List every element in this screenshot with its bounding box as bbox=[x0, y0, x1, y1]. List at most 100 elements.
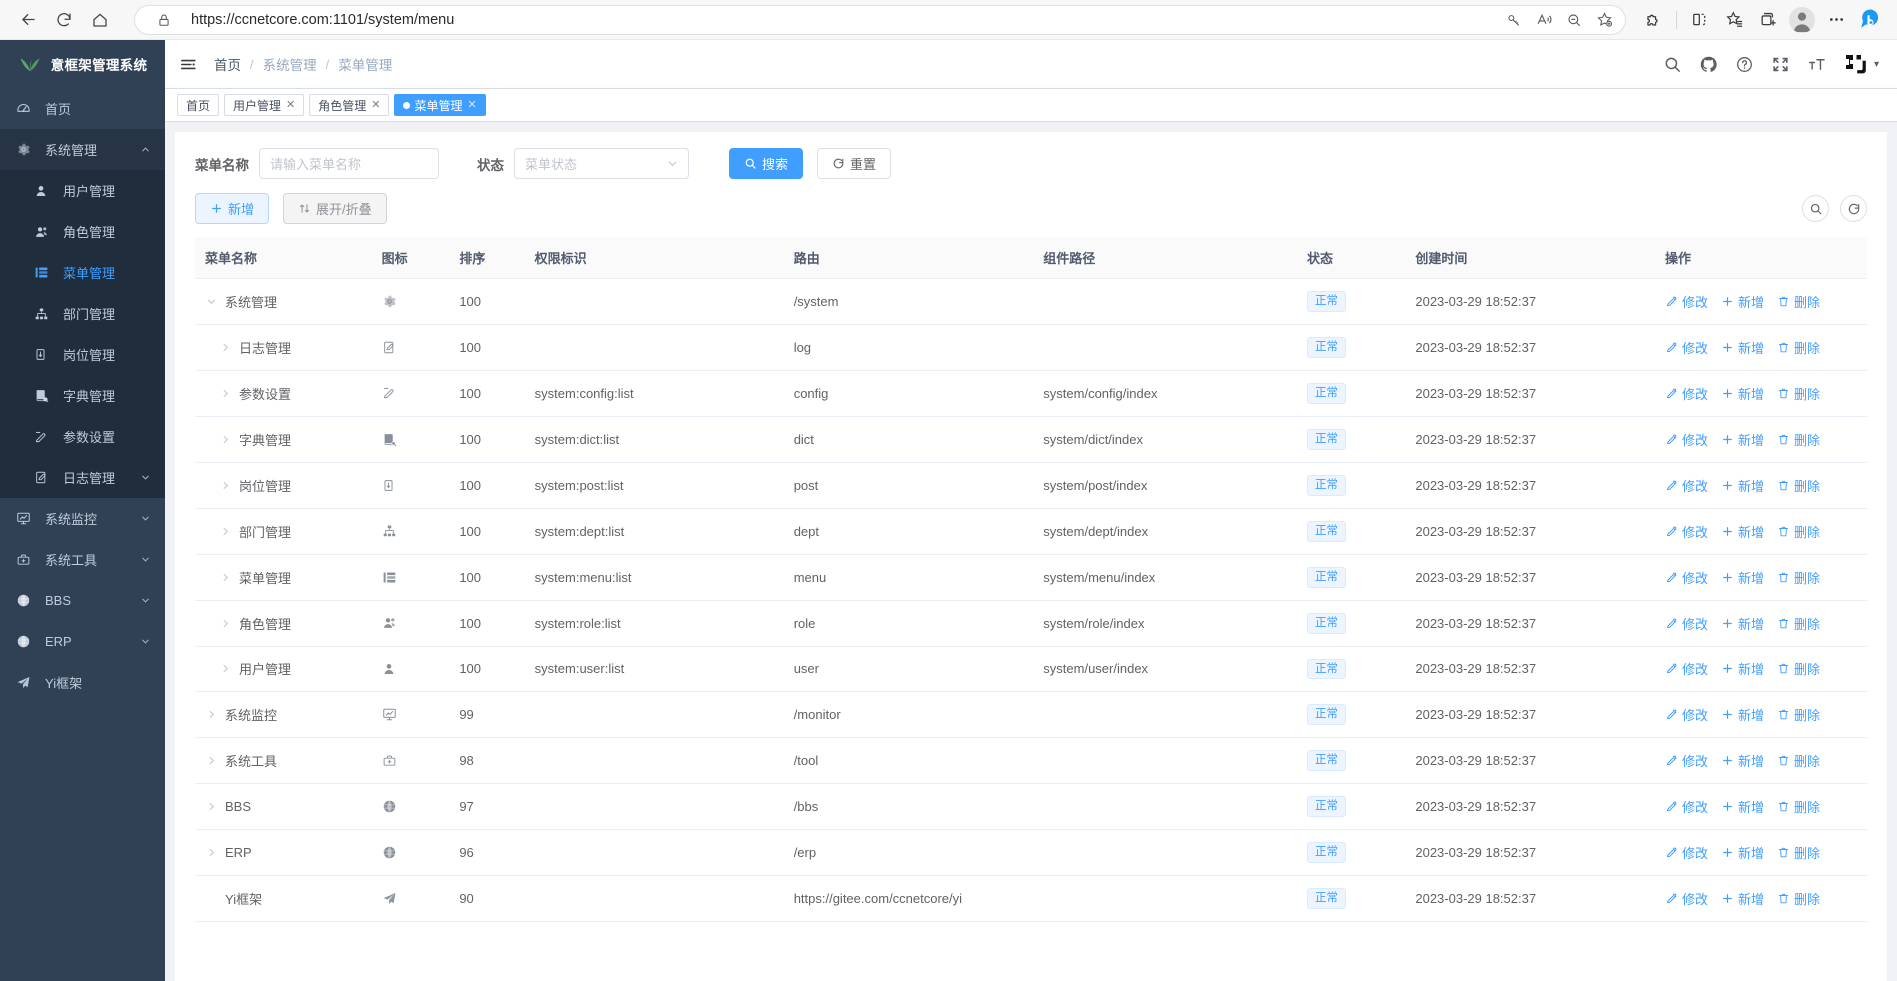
table-row[interactable]: 字典管理 100 system:dict:list dict system/dict/i… bbox=[195, 416, 1867, 463]
close-icon[interactable]: ✕ bbox=[467, 98, 477, 111]
table-row[interactable]: ERP 96/erp 正常 2023-03-29 18:52:37 修改 新增 删除 bbox=[195, 829, 1867, 877]
add-row-button[interactable]: 新增 bbox=[1721, 705, 1764, 724]
delete-row-button[interactable]: 删除 bbox=[1777, 614, 1820, 633]
add-row-button[interactable]: 新增 bbox=[1721, 751, 1764, 770]
delete-row-button[interactable]: 删除 bbox=[1777, 522, 1820, 541]
edit-row-button[interactable]: 修改 bbox=[1665, 338, 1708, 357]
user-avatar-menu[interactable]: ▾ bbox=[1843, 53, 1879, 75]
sidebar-item-12[interactable]: BBS bbox=[0, 580, 165, 621]
delete-row-button[interactable]: 删除 bbox=[1777, 430, 1820, 449]
refresh-button[interactable] bbox=[46, 4, 82, 36]
search-button[interactable]: 搜索 bbox=[729, 148, 804, 179]
collections-icon[interactable] bbox=[1751, 4, 1785, 36]
add-button[interactable]: 新增 bbox=[195, 193, 270, 224]
delete-row-button[interactable]: 删除 bbox=[1777, 476, 1820, 495]
add-row-button[interactable]: 新增 bbox=[1721, 614, 1764, 633]
table-row[interactable]: 岗位管理 100 system:post:list post system/post/i… bbox=[195, 462, 1867, 509]
refresh-icon[interactable] bbox=[1840, 195, 1867, 222]
chevron-right-icon[interactable] bbox=[205, 709, 218, 720]
breadcrumb-item-home[interactable]: 首页 bbox=[214, 58, 241, 73]
table-row[interactable]: 日志管理 100 log 正常 2023-03-29 18:52:37 修改 新增 删除 bbox=[195, 324, 1867, 371]
zoom-out-icon[interactable] bbox=[1559, 7, 1589, 33]
github-icon[interactable] bbox=[1699, 55, 1718, 74]
table-row[interactable]: 角色管理 100 system:role:list role system/role/i… bbox=[195, 600, 1867, 647]
chevron-right-icon[interactable] bbox=[219, 388, 232, 399]
table-row[interactable]: 部门管理 100 system:dept:list dept system/dept/i… bbox=[195, 508, 1867, 555]
table-row[interactable]: 系统管理 100/system 正常 2023-03-29 18:52:37 修改 新增 删… bbox=[195, 278, 1867, 325]
delete-row-button[interactable]: 删除 bbox=[1777, 797, 1820, 816]
favorites-icon[interactable] bbox=[1717, 4, 1751, 36]
sidebar-item-9[interactable]: 日志管理 bbox=[0, 457, 165, 498]
close-icon[interactable]: ✕ bbox=[371, 98, 381, 111]
table-row[interactable]: 用户管理 100 system:user:list user system/user/i… bbox=[195, 646, 1867, 693]
chevron-right-icon[interactable] bbox=[205, 847, 218, 858]
sidebar-item-13[interactable]: ERP bbox=[0, 621, 165, 662]
add-row-button[interactable]: 新增 bbox=[1721, 568, 1764, 587]
add-row-button[interactable]: 新增 bbox=[1721, 797, 1764, 816]
table-row[interactable]: 系统工具 98/tool 正常 2023-03-29 18:52:37 修改 新增 删除 bbox=[195, 737, 1867, 785]
tag-item[interactable]: 角色管理 ✕ bbox=[309, 94, 390, 116]
edit-row-button[interactable]: 修改 bbox=[1665, 797, 1708, 816]
sidebar-item-8[interactable]: 参数设置 bbox=[0, 416, 165, 457]
search-icon[interactable] bbox=[1663, 55, 1682, 74]
tag-item[interactable]: 菜单管理 ✕ bbox=[394, 94, 486, 116]
edit-row-button[interactable]: 修改 bbox=[1665, 614, 1708, 633]
chevron-right-icon[interactable] bbox=[205, 755, 218, 766]
table-row[interactable]: BBS 97/bbs 正常 2023-03-29 18:52:37 修改 新增 删除 bbox=[195, 783, 1867, 831]
sidebar-item-2[interactable]: 用户管理 bbox=[0, 170, 165, 211]
reset-button[interactable]: 重置 bbox=[817, 148, 892, 179]
add-favorite-icon[interactable] bbox=[1589, 7, 1619, 33]
edit-row-button[interactable]: 修改 bbox=[1665, 659, 1708, 678]
back-button[interactable] bbox=[10, 4, 46, 36]
edit-row-button[interactable]: 修改 bbox=[1665, 522, 1708, 541]
tag-item[interactable]: 用户管理 ✕ bbox=[224, 94, 305, 116]
breadcrumb-item-system[interactable]: 系统管理 bbox=[262, 58, 317, 73]
sidebar-item-4[interactable]: 菜单管理 bbox=[0, 252, 165, 293]
add-row-button[interactable]: 新增 bbox=[1721, 659, 1764, 678]
home-button[interactable] bbox=[82, 4, 118, 36]
add-row-button[interactable]: 新增 bbox=[1721, 430, 1764, 449]
delete-row-button[interactable]: 删除 bbox=[1777, 889, 1820, 908]
split-screen-icon[interactable] bbox=[1683, 4, 1717, 36]
sidebar-item-14[interactable]: Yi框架 bbox=[0, 662, 165, 703]
edit-row-button[interactable]: 修改 bbox=[1665, 751, 1708, 770]
chevron-right-icon[interactable] bbox=[219, 618, 232, 629]
edit-row-button[interactable]: 修改 bbox=[1665, 292, 1708, 311]
sidebar-item-11[interactable]: 系统工具 bbox=[0, 539, 165, 580]
status-select[interactable]: 菜单状态 bbox=[514, 148, 689, 179]
add-row-button[interactable]: 新增 bbox=[1721, 843, 1764, 862]
add-row-button[interactable]: 新增 bbox=[1721, 522, 1764, 541]
sidebar-item-0[interactable]: 首页 bbox=[0, 88, 165, 129]
settings-more-icon[interactable] bbox=[1819, 4, 1853, 36]
edit-row-button[interactable]: 修改 bbox=[1665, 705, 1708, 724]
chevron-right-icon[interactable] bbox=[219, 342, 232, 353]
table-row[interactable]: 系统监控 99/monitor 正常 2023-03-29 18:52:37 修改 新增 删… bbox=[195, 691, 1867, 739]
chevron-right-icon[interactable] bbox=[219, 434, 232, 445]
delete-row-button[interactable]: 删除 bbox=[1777, 568, 1820, 587]
edit-row-button[interactable]: 修改 bbox=[1665, 889, 1708, 908]
chevron-down-icon[interactable] bbox=[205, 296, 218, 307]
sidebar-item-3[interactable]: 角色管理 bbox=[0, 211, 165, 252]
add-row-button[interactable]: 新增 bbox=[1721, 338, 1764, 357]
sidebar-item-10[interactable]: 系统监控 bbox=[0, 498, 165, 539]
edit-row-button[interactable]: 修改 bbox=[1665, 568, 1708, 587]
font-size-icon[interactable] bbox=[1807, 55, 1826, 74]
brand-logo[interactable]: 意框架管理系统 bbox=[0, 40, 165, 88]
delete-row-button[interactable]: 删除 bbox=[1777, 843, 1820, 862]
menu-name-input[interactable]: 请输入菜单名称 bbox=[259, 148, 439, 179]
delete-row-button[interactable]: 删除 bbox=[1777, 338, 1820, 357]
add-row-button[interactable]: 新增 bbox=[1721, 384, 1764, 403]
edit-row-button[interactable]: 修改 bbox=[1665, 384, 1708, 403]
edit-row-button[interactable]: 修改 bbox=[1665, 430, 1708, 449]
table-row[interactable]: Yi框架 90 https://gitee.com/ccnetcore/yi 正常 20… bbox=[195, 875, 1867, 923]
add-row-button[interactable]: 新增 bbox=[1721, 889, 1764, 908]
add-row-button[interactable]: 新增 bbox=[1721, 292, 1764, 311]
tag-item[interactable]: 首页 bbox=[177, 94, 220, 116]
delete-row-button[interactable]: 删除 bbox=[1777, 292, 1820, 311]
chevron-right-icon[interactable] bbox=[219, 663, 232, 674]
key-icon[interactable] bbox=[1499, 7, 1529, 33]
copilot-icon[interactable] bbox=[1853, 4, 1887, 36]
close-icon[interactable]: ✕ bbox=[286, 98, 296, 111]
edit-row-button[interactable]: 修改 bbox=[1665, 476, 1708, 495]
delete-row-button[interactable]: 删除 bbox=[1777, 705, 1820, 724]
